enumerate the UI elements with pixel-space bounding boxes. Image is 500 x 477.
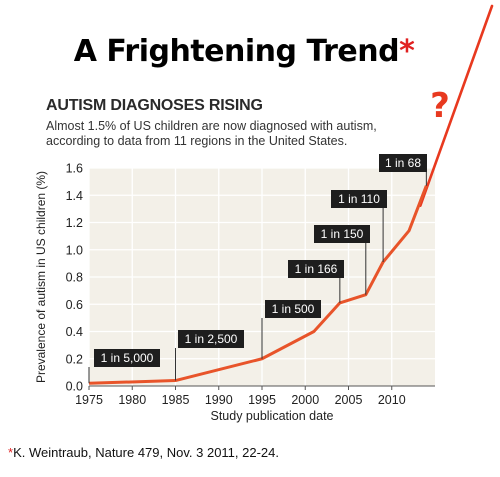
annotation-label: 1 in 5,000 — [101, 351, 154, 365]
chart-subtitle: Almost 1.5% of US children are now diagn… — [46, 119, 377, 148]
annotation-box — [178, 330, 244, 348]
x-axis-label: Study publication date — [210, 409, 333, 423]
x-tick-label: 1975 — [75, 393, 103, 407]
annotation-box — [288, 260, 344, 278]
title-asterisk: * — [399, 34, 415, 69]
annotation-box — [314, 225, 370, 243]
x-tick-label: 2000 — [291, 393, 319, 407]
x-tick-label: 1985 — [162, 393, 190, 407]
y-tick-label: 1.6 — [66, 162, 83, 176]
source-asterisk: * — [8, 445, 14, 460]
y-tick-label: 1.4 — [66, 189, 83, 203]
annotation-label: 1 in 68 — [385, 156, 421, 170]
x-tick-label: 1990 — [205, 393, 233, 407]
annotation-label: 1 in 2,500 — [185, 332, 238, 346]
x-tick-label: 2010 — [378, 393, 406, 407]
slide-title-text: A Frightening Trend — [73, 34, 400, 69]
y-tick-label: 0.2 — [66, 352, 83, 366]
y-tick-label: 0.0 — [66, 380, 83, 394]
y-axis-label: Prevalence of autism in US children (%) — [34, 171, 48, 383]
annotation-label: 1 in 500 — [272, 302, 315, 316]
x-tick-label: 1995 — [248, 393, 276, 407]
source-citation: *K. Weintraub, Nature 479, Nov. 3 2011, … — [8, 445, 279, 460]
x-tick-label: 2005 — [335, 393, 363, 407]
annotation-box — [331, 190, 387, 208]
y-tick-label: 0.6 — [66, 298, 83, 312]
y-tick-label: 0.4 — [66, 325, 83, 339]
y-tick-label: 1.0 — [66, 243, 83, 257]
slide-title: A Frightening Trend* — [0, 34, 488, 69]
annotation-label: 1 in 166 — [295, 262, 338, 276]
question-mark: ? — [430, 86, 450, 126]
chart-title: AUTISM DIAGNOSES RISING — [46, 97, 263, 114]
annotation-box — [379, 154, 427, 172]
source-text: K. Weintraub, Nature 479, Nov. 3 2011, 2… — [13, 445, 279, 460]
y-tick-label: 0.8 — [66, 271, 83, 285]
annotation-label: 1 in 150 — [321, 227, 364, 241]
annotation-box — [265, 300, 321, 318]
annotation-label: 1 in 110 — [338, 192, 380, 206]
y-tick-label: 1.2 — [66, 216, 83, 230]
x-tick-label: 1980 — [118, 393, 146, 407]
annotation-box — [94, 349, 160, 367]
extrapolated-trend-line — [419, 4, 494, 208]
